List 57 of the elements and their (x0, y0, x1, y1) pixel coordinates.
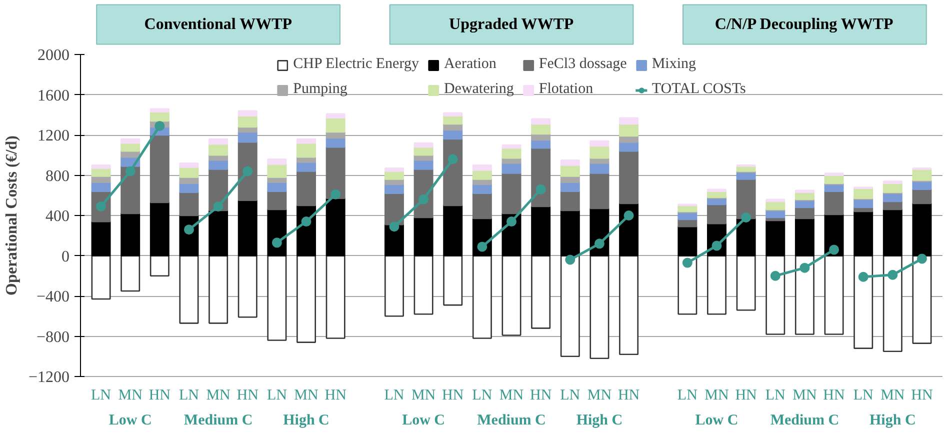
x-tick-label: MN (294, 388, 319, 404)
x-tick-label: HN (442, 388, 464, 404)
x-tick-label: LN (853, 388, 874, 404)
x-tick-label: HN (618, 388, 640, 404)
legend-label: CHP Electric Energy (293, 56, 419, 73)
x-tick-label: LN (472, 388, 492, 404)
text: High C (870, 412, 916, 428)
legend-label: Dewatering (444, 81, 514, 98)
x-tick-label: MN (411, 388, 436, 404)
legend-label: Pumping (293, 81, 348, 98)
y-tick-label: −800 (36, 328, 70, 346)
y-tick-label: 800 (46, 168, 70, 185)
legend-label: Flotation (538, 81, 594, 98)
x-tick-label: LN (384, 388, 404, 404)
x-tick-label: HN (911, 388, 933, 404)
x-tick-label: LN (560, 388, 580, 404)
text: Conventional WWTP (144, 16, 292, 33)
x-tick-label: MN (499, 388, 524, 404)
text: High C (576, 412, 623, 428)
x-tick-label: HN (324, 388, 347, 404)
x-tick-label: LN (765, 388, 786, 404)
y-tick-label: 1200 (38, 128, 70, 144)
y-tick-label: 400 (46, 208, 70, 225)
x-tick-label: HN (148, 388, 171, 404)
text: Upgraded WWTP (449, 16, 574, 33)
y-tick-label: −400 (36, 288, 70, 306)
x-tick-label: HN (236, 388, 259, 404)
y-tick-label: 0 (62, 248, 70, 266)
text: C/N/P Decoupling WWTP (714, 16, 894, 33)
text: Low C (108, 412, 152, 428)
text: Low C (695, 412, 738, 428)
x-tick-label: MN (118, 388, 143, 404)
legend-label: TOTAL COSTs (652, 81, 746, 98)
x-tick-label: MN (792, 388, 817, 404)
x-tick-label: LN (266, 388, 288, 404)
legend-label: Aeration (444, 56, 496, 73)
y-tick-label: −1200 (28, 369, 70, 386)
text: Medium C (184, 412, 253, 428)
x-tick-label: LN (677, 388, 698, 404)
x-tick-label: MN (880, 388, 905, 404)
x-tick-label: MN (704, 388, 729, 404)
legend-label: FeCl3 dossage (538, 56, 627, 73)
x-tick-label: LN (178, 388, 200, 404)
x-tick-label: MN (587, 388, 612, 404)
x-tick-label: HN (530, 388, 552, 404)
x-tick-label: HN (823, 388, 846, 404)
text: Medium C (477, 412, 546, 428)
y-axis-title: Operational Costs (€/d) (3, 136, 20, 296)
text: Medium C (770, 412, 840, 428)
text: Low C (402, 412, 446, 428)
x-tick-label: HN (735, 388, 758, 404)
x-tick-label: MN (206, 388, 231, 404)
x-tick-label: LN (91, 388, 112, 404)
legend-label: Mixing (652, 56, 696, 73)
y-tick-label: 2000 (38, 47, 70, 64)
y-tick-label: 1600 (38, 87, 70, 104)
text: High C (283, 412, 330, 428)
